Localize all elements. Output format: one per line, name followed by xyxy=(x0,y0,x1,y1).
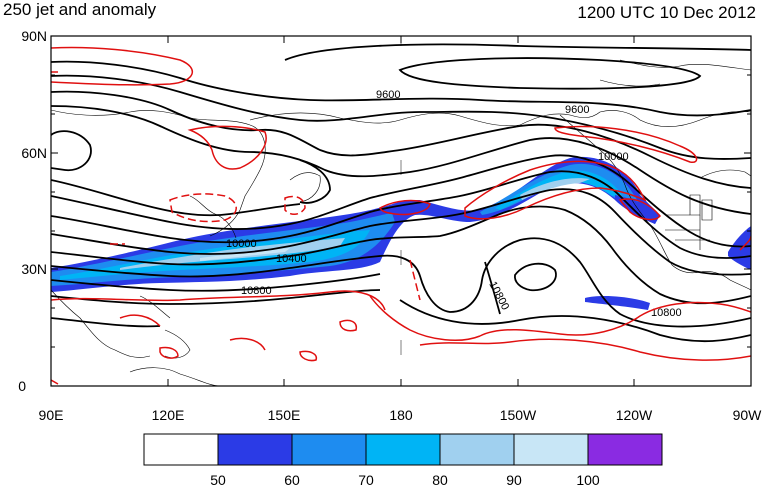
lon-labels: 90E 120E 150E 180 150W 120W 90W xyxy=(39,407,763,423)
contour-label: 10000 xyxy=(598,151,629,163)
lon-label: 120E xyxy=(152,407,185,423)
contour-label: 10800 xyxy=(486,280,511,313)
lat-label: 30N xyxy=(21,261,47,277)
lat-label: 60N xyxy=(21,145,47,161)
contour-label: 10800 xyxy=(651,307,682,319)
contour-label: 9600 xyxy=(565,104,589,116)
colorbar-label: 50 xyxy=(210,472,226,488)
colorbar-label: 100 xyxy=(576,472,600,488)
jet-band-80 xyxy=(120,178,590,270)
lat-ticks xyxy=(51,35,751,348)
colorbar: 50 60 70 80 90 100 xyxy=(143,433,663,488)
lon-label: 150E xyxy=(268,407,301,423)
contour-label: 10400 xyxy=(276,253,307,265)
map-datetime: 1200 UTC 10 Dec 2012 xyxy=(577,3,756,22)
lon-ticks xyxy=(167,36,635,386)
jet-band-70 xyxy=(60,170,622,280)
map-area: 9600 9600 10000 10000 10400 10800 10800 … xyxy=(51,36,751,386)
contour-label: 10000 xyxy=(226,238,257,250)
colorbar-swatch xyxy=(365,433,441,466)
map-title: 250 jet and anomaly xyxy=(3,0,157,19)
jet-shading xyxy=(51,156,751,310)
lat-labels: 90N 60N 30N 0 xyxy=(18,28,47,394)
colorbar-swatch xyxy=(513,433,589,466)
lat-label: 90N xyxy=(21,28,47,44)
colorbar-swatch xyxy=(143,433,219,466)
lon-label: 90W xyxy=(733,407,763,423)
lat-label: 0 xyxy=(18,378,26,394)
lon-label: 90E xyxy=(39,407,64,423)
contour-label: 10800 xyxy=(241,285,272,297)
jet-band-90 xyxy=(200,248,290,261)
lon-label: 120W xyxy=(616,407,653,423)
colorbar-label: 70 xyxy=(358,472,374,488)
lon-label: 180 xyxy=(389,407,413,423)
anomaly-contours xyxy=(51,46,751,385)
height-contours xyxy=(51,43,751,343)
colorbar-swatch xyxy=(587,433,663,466)
colorbar-label: 60 xyxy=(284,472,300,488)
lon-label: 150W xyxy=(500,407,537,423)
colorbar-label: 80 xyxy=(432,472,448,488)
contour-label: 9600 xyxy=(376,89,400,101)
colorbar-swatch xyxy=(217,433,293,466)
jet-east-edge xyxy=(728,226,751,270)
jet-east-pacific-spot xyxy=(585,295,650,310)
colorbar-swatch xyxy=(439,433,515,466)
colorbar-swatch xyxy=(291,433,367,466)
contour-labels: 9600 9600 10000 10000 10400 10800 10800 … xyxy=(226,89,682,319)
colorbar-label: 90 xyxy=(506,472,522,488)
